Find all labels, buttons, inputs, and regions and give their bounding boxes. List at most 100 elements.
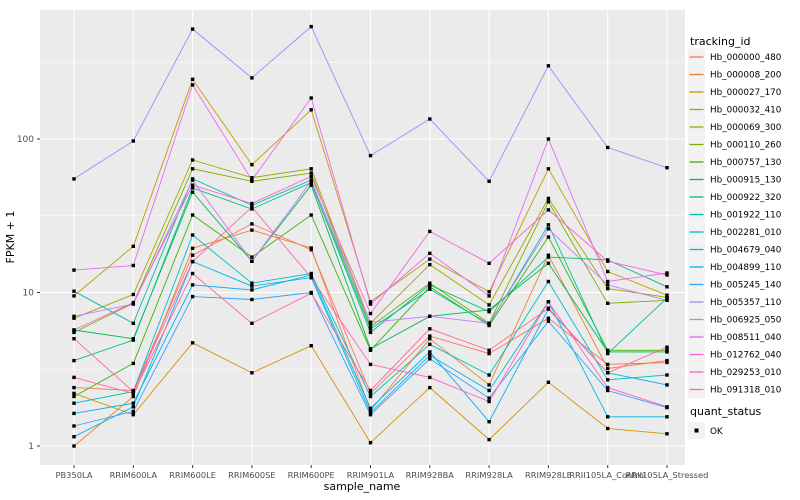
data-point <box>309 246 313 250</box>
data-point <box>190 213 195 217</box>
data-point <box>487 388 491 393</box>
data-point <box>428 385 432 390</box>
data-point <box>131 409 135 414</box>
data-point <box>250 288 254 292</box>
data-point <box>72 394 76 399</box>
data-point <box>606 388 610 393</box>
data-point <box>131 139 135 143</box>
data-point <box>428 285 432 289</box>
data-point <box>487 396 491 400</box>
x-tick-label: RRIM901LA <box>347 470 395 480</box>
data-point <box>131 389 135 394</box>
legend-label-Hb_000000_480: Hb_000000_480 <box>710 53 782 63</box>
data-point <box>368 327 373 331</box>
data-point <box>487 420 491 424</box>
data-point <box>428 314 432 318</box>
data-point <box>309 179 313 183</box>
data-point <box>546 255 551 259</box>
data-point <box>428 229 432 234</box>
x-axis-title: sample_name <box>324 480 401 493</box>
data-point <box>606 145 610 150</box>
data-point <box>72 391 76 396</box>
y-tick-label: 10 <box>23 289 35 299</box>
data-point <box>72 268 76 272</box>
data-point <box>131 413 135 417</box>
data-point <box>428 287 432 291</box>
data-point <box>368 311 373 316</box>
data-point <box>546 235 551 239</box>
data-point <box>368 394 373 399</box>
data-point <box>428 327 432 331</box>
x-tick-label: RRIM928LE <box>525 470 572 480</box>
data-point <box>487 437 491 442</box>
data-point <box>190 190 195 194</box>
data-point <box>665 271 669 275</box>
legend-label-Hb_000110_260: Hb_000110_260 <box>710 141 782 151</box>
legend-label-Hb_000069_300: Hb_000069_300 <box>710 123 782 133</box>
data-point <box>665 166 669 170</box>
data-point <box>606 415 610 419</box>
data-point <box>309 273 313 277</box>
data-point <box>131 263 135 268</box>
data-point <box>606 366 610 371</box>
data-point <box>665 358 669 363</box>
data-point <box>72 294 76 298</box>
data-point <box>606 279 610 284</box>
x-tick-label: RRII105LA_Control <box>569 470 646 480</box>
data-point <box>190 271 195 276</box>
data-point <box>487 303 491 307</box>
data-point <box>131 338 135 342</box>
legend-label-Hb_000027_170: Hb_000027_170 <box>710 88 782 98</box>
data-point <box>250 321 254 325</box>
data-point <box>190 259 195 264</box>
data-point <box>606 385 610 390</box>
data-point <box>309 96 313 100</box>
data-point <box>546 208 551 212</box>
data-point <box>368 153 373 158</box>
axes: 1 10 100 PB350LA RRIM600LA RRIM600LE RRIM600SE… <box>17 135 709 480</box>
data-point <box>309 108 313 112</box>
legend-label-Hb_004899_110: Hb_004899_110 <box>710 263 782 273</box>
y-tick-label: 100 <box>17 135 34 145</box>
data-point <box>487 373 491 377</box>
data-point <box>72 375 76 380</box>
data-point <box>72 401 76 405</box>
data-point <box>665 415 669 419</box>
data-point <box>131 401 135 405</box>
data-point <box>72 314 76 318</box>
data-point <box>665 296 669 300</box>
data-point <box>665 383 669 387</box>
data-point <box>309 171 313 175</box>
data-point <box>606 269 610 274</box>
data-point <box>546 223 551 227</box>
data-point <box>546 261 551 265</box>
data-point <box>428 262 432 267</box>
data-point <box>309 344 313 348</box>
data-point <box>428 357 432 361</box>
ok-square-marker-icon <box>694 428 699 433</box>
data-point <box>606 301 610 305</box>
legend-label-Hb_008511_040: Hb_008511_040 <box>710 333 782 343</box>
data-point <box>309 174 313 179</box>
data-point <box>190 167 195 171</box>
data-point <box>606 426 610 431</box>
data-point <box>190 246 195 250</box>
data-point <box>368 413 373 417</box>
data-point <box>368 330 373 335</box>
data-point <box>368 347 373 351</box>
data-point <box>250 207 254 211</box>
data-point <box>190 253 195 257</box>
data-point <box>309 275 313 280</box>
data-point <box>487 179 491 183</box>
legend-label-Hb_006925_050: Hb_006925_050 <box>710 316 782 326</box>
data-point <box>546 137 551 141</box>
data-point <box>487 399 491 404</box>
x-tick-label: RRIM600LA <box>110 470 158 480</box>
data-point <box>250 228 254 232</box>
legend-label-Hb_000922_320: Hb_000922_320 <box>710 193 782 203</box>
data-point <box>487 310 491 314</box>
data-point <box>546 300 551 304</box>
data-point <box>250 371 254 375</box>
data-point <box>665 373 669 377</box>
